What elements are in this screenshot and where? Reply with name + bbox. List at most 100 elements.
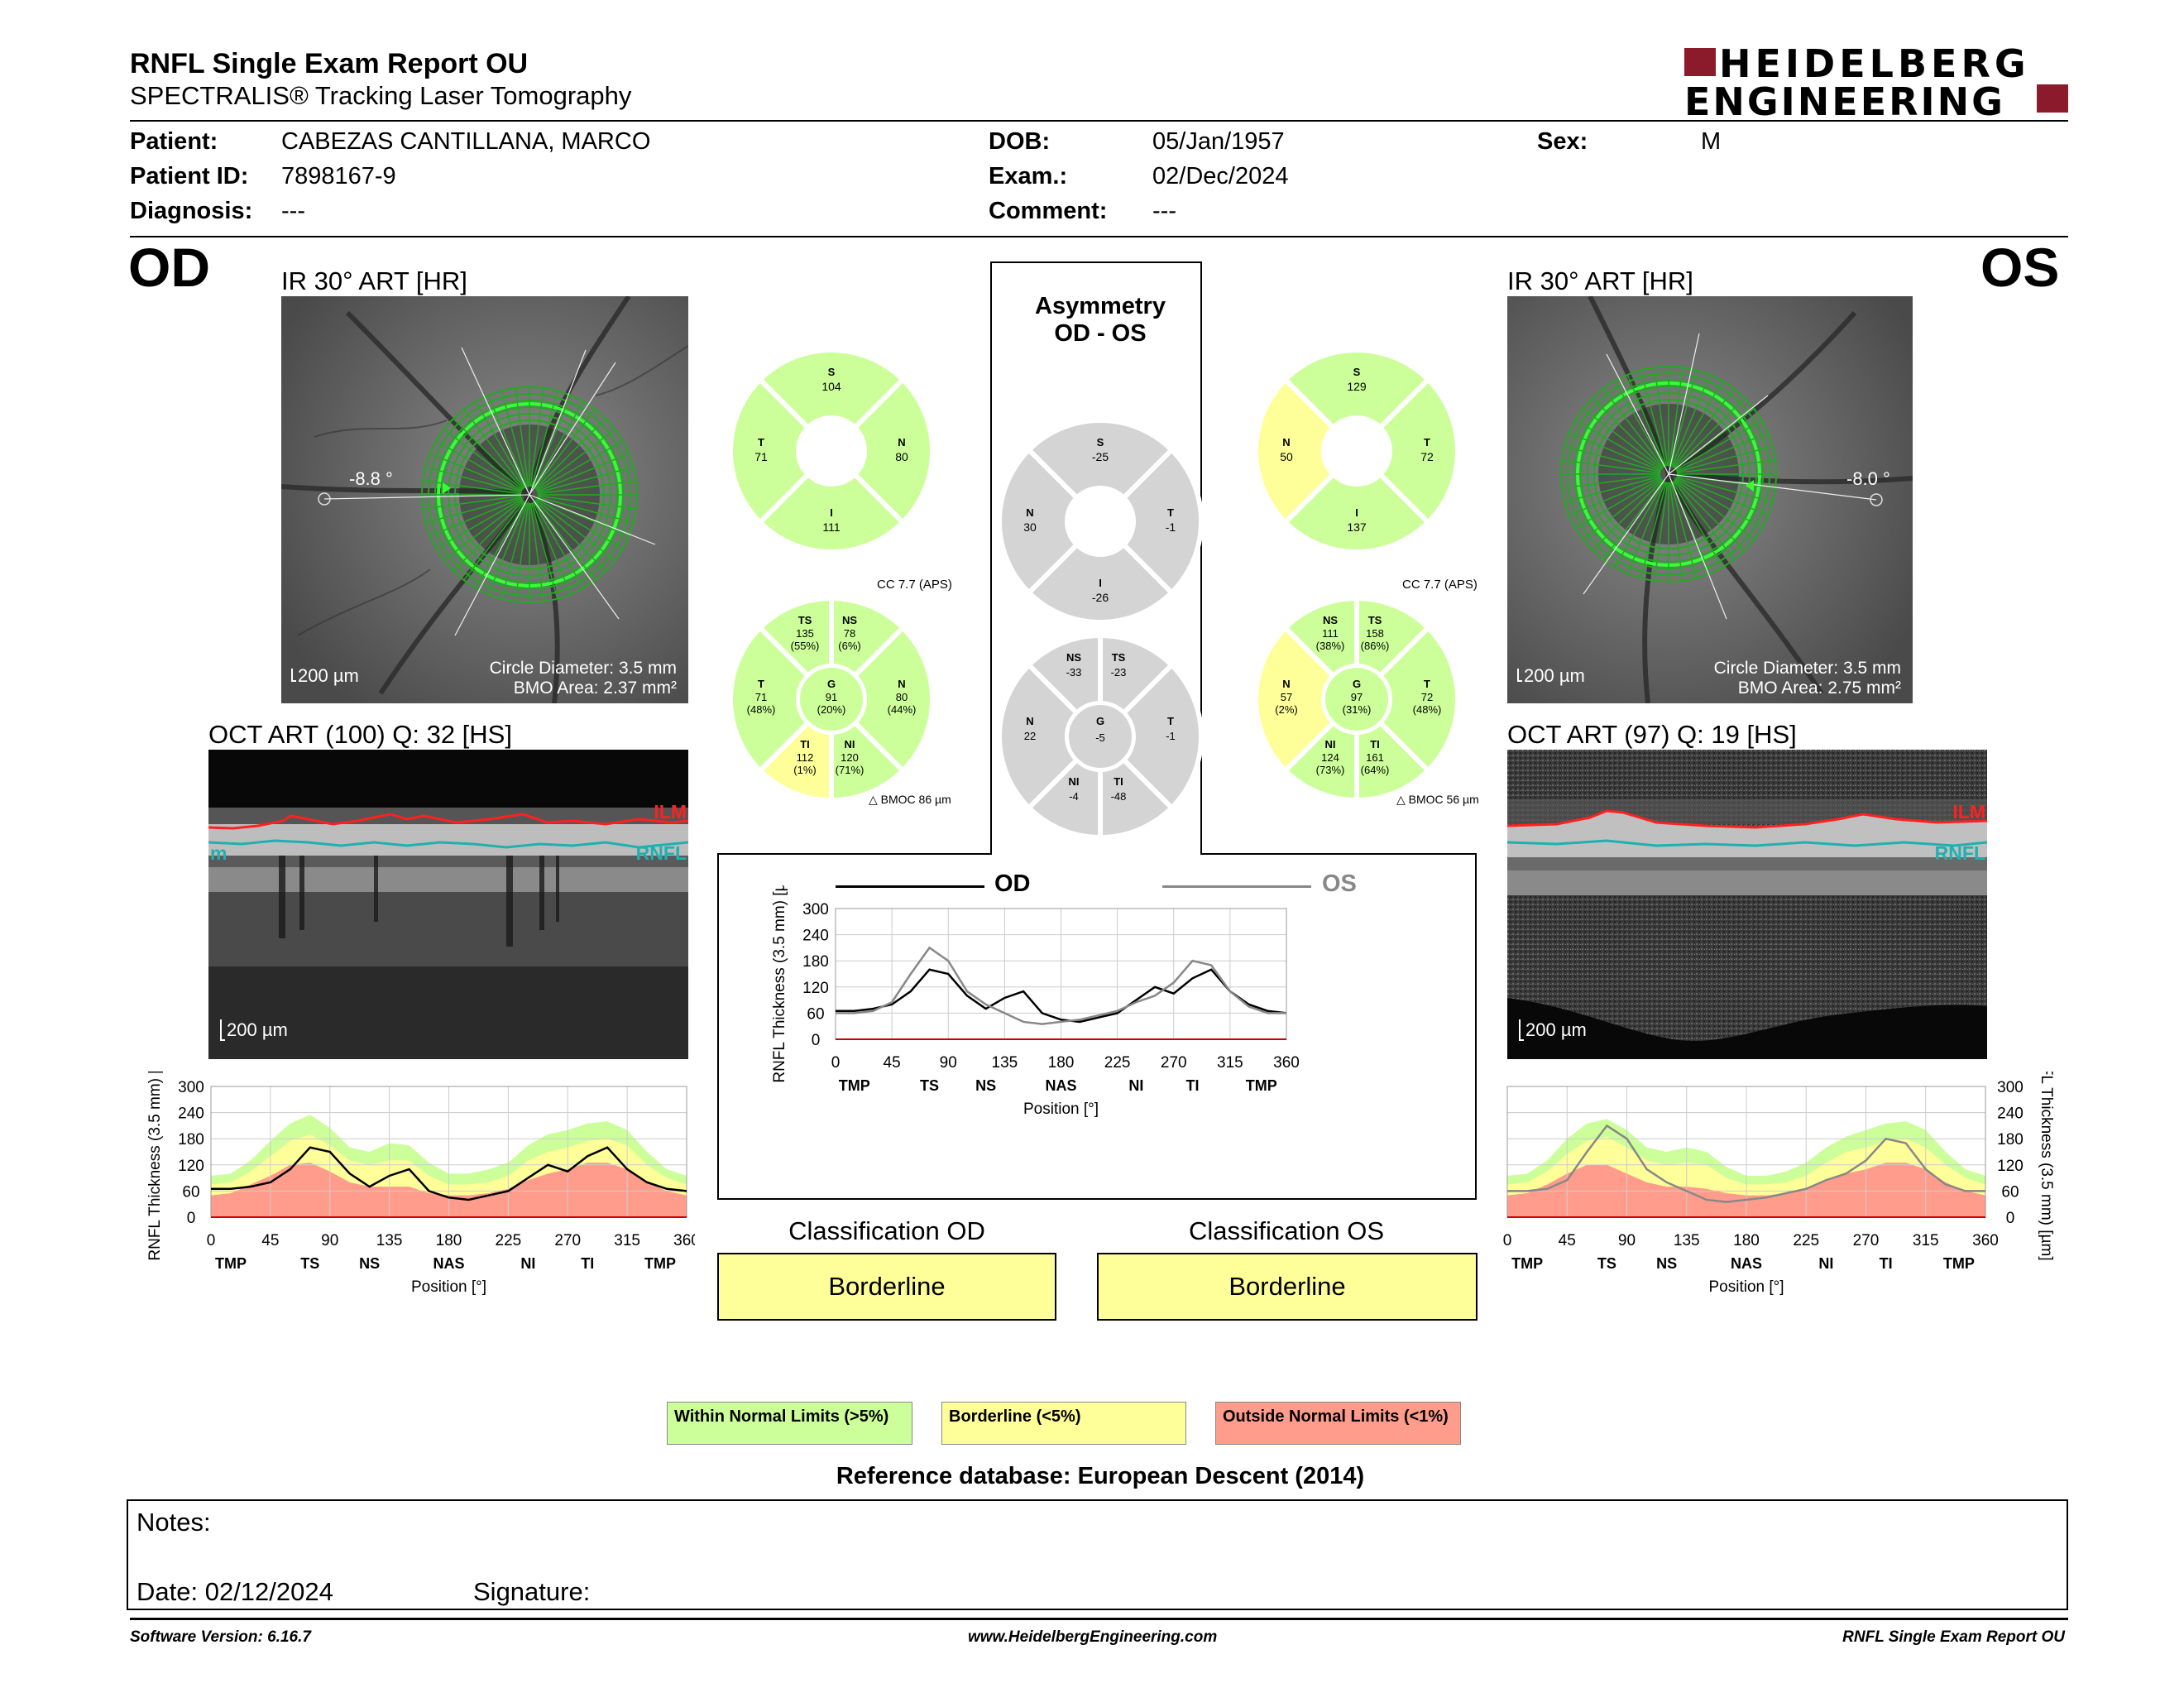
sector-G — [1066, 702, 1135, 771]
os-oct-image: ILM RNFL 200 µm — [1507, 750, 1987, 1059]
od-eye-label: OD — [128, 237, 210, 298]
x-tick-label: 225 — [1793, 1232, 1819, 1249]
sector-value-TS: 135 — [796, 627, 814, 640]
sector-value-S: 104 — [821, 380, 841, 393]
sector-value-NI: -4 — [1069, 790, 1079, 803]
notes-date: Date: 02/12/2024 — [136, 1577, 333, 1606]
spoke-line — [443, 429, 524, 491]
x-axis-label: Position [°] — [1708, 1278, 1784, 1296]
y-axis-label: RNFL Thickness (3.5 mm) [µm] — [2038, 1072, 2055, 1261]
os-ir-title: IR 30° ART [HR] — [1507, 266, 1693, 295]
x-tick-label: 135 — [1674, 1232, 1700, 1249]
footer-report-name: RNFL Single Exam Report OU — [1842, 1628, 2065, 1646]
y-tick-label: 0 — [812, 1032, 821, 1049]
spoke-line — [1640, 370, 1668, 467]
legend-od-label: OD — [994, 870, 1031, 897]
spoke-line — [1676, 445, 1773, 473]
spoke-line — [1614, 381, 1665, 468]
sector-label-NI: NI — [845, 738, 855, 750]
sector-label-NS: NS — [842, 614, 857, 626]
spoke-line — [1575, 477, 1662, 529]
x-tick-label: 225 — [1104, 1054, 1131, 1072]
series-line-od — [836, 968, 1287, 1024]
y-tick-label: 180 — [1997, 1131, 2024, 1149]
spoke-line — [453, 500, 524, 572]
classification-os-title: Classification OS — [1188, 1216, 1385, 1245]
x-tick-label: 360 — [673, 1232, 695, 1249]
disc-center — [1324, 418, 1390, 484]
sector-label-TS: TS — [1368, 614, 1382, 626]
spoke-line — [1669, 482, 1698, 578]
y-tick-label: 0 — [2006, 1210, 2015, 1227]
sector-axis-label: TS — [1597, 1255, 1616, 1272]
spoke-line — [532, 501, 572, 595]
spoke-line — [487, 501, 527, 595]
y-tick-label: 300 — [1997, 1079, 2024, 1096]
heidelberg-logo: HEIDELBERG ENGINEERING — [1684, 41, 2068, 124]
sector-label-I: I — [1099, 577, 1102, 589]
sector-label-T: T — [1424, 436, 1430, 448]
sector-percent-NS: (38%) — [1316, 640, 1345, 652]
od-bmoc: △ BMOC 86 µm — [869, 793, 951, 806]
y-axis-label: RNFL Thickness (3.5 mm) [µm] — [146, 1072, 164, 1261]
sector-value-T: 72 — [1421, 691, 1433, 703]
spoke-line — [1672, 481, 1723, 568]
y-tick-label: 240 — [1997, 1105, 2024, 1123]
patient-name: CABEZAS CANTILLANA, MARCO — [281, 128, 651, 155]
sector-axis-label: NS — [359, 1255, 380, 1272]
os-angle: -8.0 ° — [1846, 468, 1890, 489]
sector-label-G: G — [1353, 678, 1361, 690]
spoke-line — [537, 496, 634, 524]
os-scale-bar: 200 µm — [1517, 665, 1585, 687]
sector-value-G: 91 — [826, 691, 837, 703]
patient-id-label: Patient ID: — [130, 163, 249, 189]
os-bmoc-value: BMOC 56 µm — [1408, 793, 1479, 806]
sector-percent-N: (2%) — [1275, 703, 1297, 716]
x-tick-label: 315 — [614, 1232, 640, 1249]
sector-value-I: -26 — [1092, 591, 1109, 604]
logo-text-2: ENGINEERING — [1684, 79, 2005, 124]
comment-label: Comment: — [989, 198, 1108, 224]
x-tick-label: 315 — [1913, 1232, 1939, 1249]
sector-axis-label: NI — [1128, 1077, 1143, 1094]
sector-label-T: T — [758, 678, 764, 690]
sector-label-NI: NI — [1325, 738, 1336, 750]
signature-label: Signature: — [473, 1577, 591, 1606]
diagnosis-label: Diagnosis: — [130, 198, 253, 224]
y-axis-label: RNFL Thickness (3.5 mm) [µm] — [771, 885, 788, 1083]
sector-label-I: I — [830, 506, 833, 519]
od-angle: -8.8 ° — [349, 468, 393, 489]
sector-value-TS: 158 — [1366, 627, 1384, 640]
sector-percent-NI: (71%) — [836, 764, 864, 776]
sector-percent-T: (48%) — [1413, 703, 1442, 716]
sector-value-NS: 111 — [1322, 627, 1339, 640]
spoke-line — [1654, 367, 1669, 467]
logo-square-bottom — [2037, 84, 2068, 113]
od-rnfl-left-label: m — [210, 842, 228, 864]
spoke-line — [1575, 420, 1662, 471]
series-line-od — [211, 1146, 687, 1201]
spoke-line — [429, 453, 523, 492]
sector-axis-label: TMP — [839, 1077, 870, 1094]
od-ilm-label: ILM — [654, 801, 687, 822]
spoke-line — [532, 395, 572, 488]
website-link[interactable]: www.HeidelbergEngineering.com — [968, 1628, 1218, 1646]
asymmetry-tsnit-chart: 0 60 120 180 240 300 0 45 90 135 180 225 270 315 360 TM… — [771, 885, 1300, 1118]
sector-axis-label: TI — [1185, 1077, 1199, 1094]
spoke-line — [436, 498, 523, 549]
sector-axis-label: TMP — [1511, 1255, 1543, 1272]
spoke-line — [423, 480, 522, 495]
spoke-line — [535, 429, 615, 491]
sector-label-S: S — [828, 366, 836, 378]
sex-label: Sex: — [1537, 128, 1588, 155]
comment-value: --- — [1152, 198, 1176, 224]
spoke-line — [1626, 374, 1666, 468]
os-fundus-image: -8.0 ° 200 µm Circle Diameter: 3.5 mm BM… — [1507, 296, 1913, 703]
spoke-line — [1562, 474, 1661, 489]
x-tick-label: 45 — [884, 1054, 901, 1072]
x-tick-label: 270 — [554, 1232, 581, 1249]
asymmetry-subtitle: OD - OS — [1054, 320, 1147, 347]
sector-value-I: 111 — [822, 520, 840, 534]
spoke-line — [1654, 482, 1669, 581]
notes-box[interactable]: Notes: Date: 02/12/2024 Signature: — [127, 1499, 2068, 1610]
